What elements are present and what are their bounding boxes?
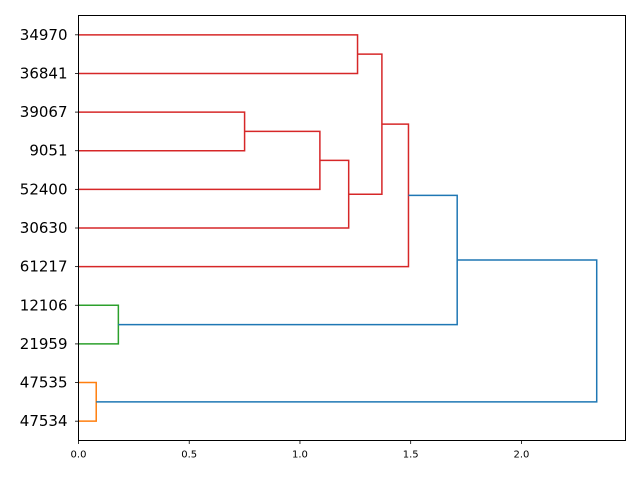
x-tick-label-3: 1.5	[403, 450, 419, 461]
leaf-label-3: 9051	[29, 142, 67, 160]
leaf-label-7: 12106	[20, 296, 68, 314]
leaf-label-8: 21959	[20, 335, 68, 353]
x-tick-label-4: 2.0	[513, 450, 529, 461]
x-tick-label-1: 0.5	[181, 450, 197, 461]
leaf-label-4: 52400	[20, 180, 68, 198]
leaf-label-6: 61217	[20, 258, 68, 276]
leaf-label-1: 36841	[20, 64, 68, 82]
leaf-label-5: 30630	[20, 219, 68, 237]
x-axis: 0.0 0.5 1.0 1.5 2.0	[71, 440, 529, 461]
leaf-label-10: 47534	[20, 412, 68, 430]
leaf-label-2: 39067	[20, 103, 68, 121]
leaf-axis: 34970 36841 39067 9051 52400 30630 61217 12106 2…	[20, 26, 79, 430]
dendrogram-link-9	[96, 259, 598, 403]
leaf-label-9: 47535	[20, 374, 68, 392]
x-tick-label-0: 0.0	[71, 450, 87, 461]
dendrogram-links	[78, 34, 598, 422]
x-tick-label-2: 1.0	[292, 450, 308, 461]
leaf-label-0: 34970	[20, 26, 68, 44]
